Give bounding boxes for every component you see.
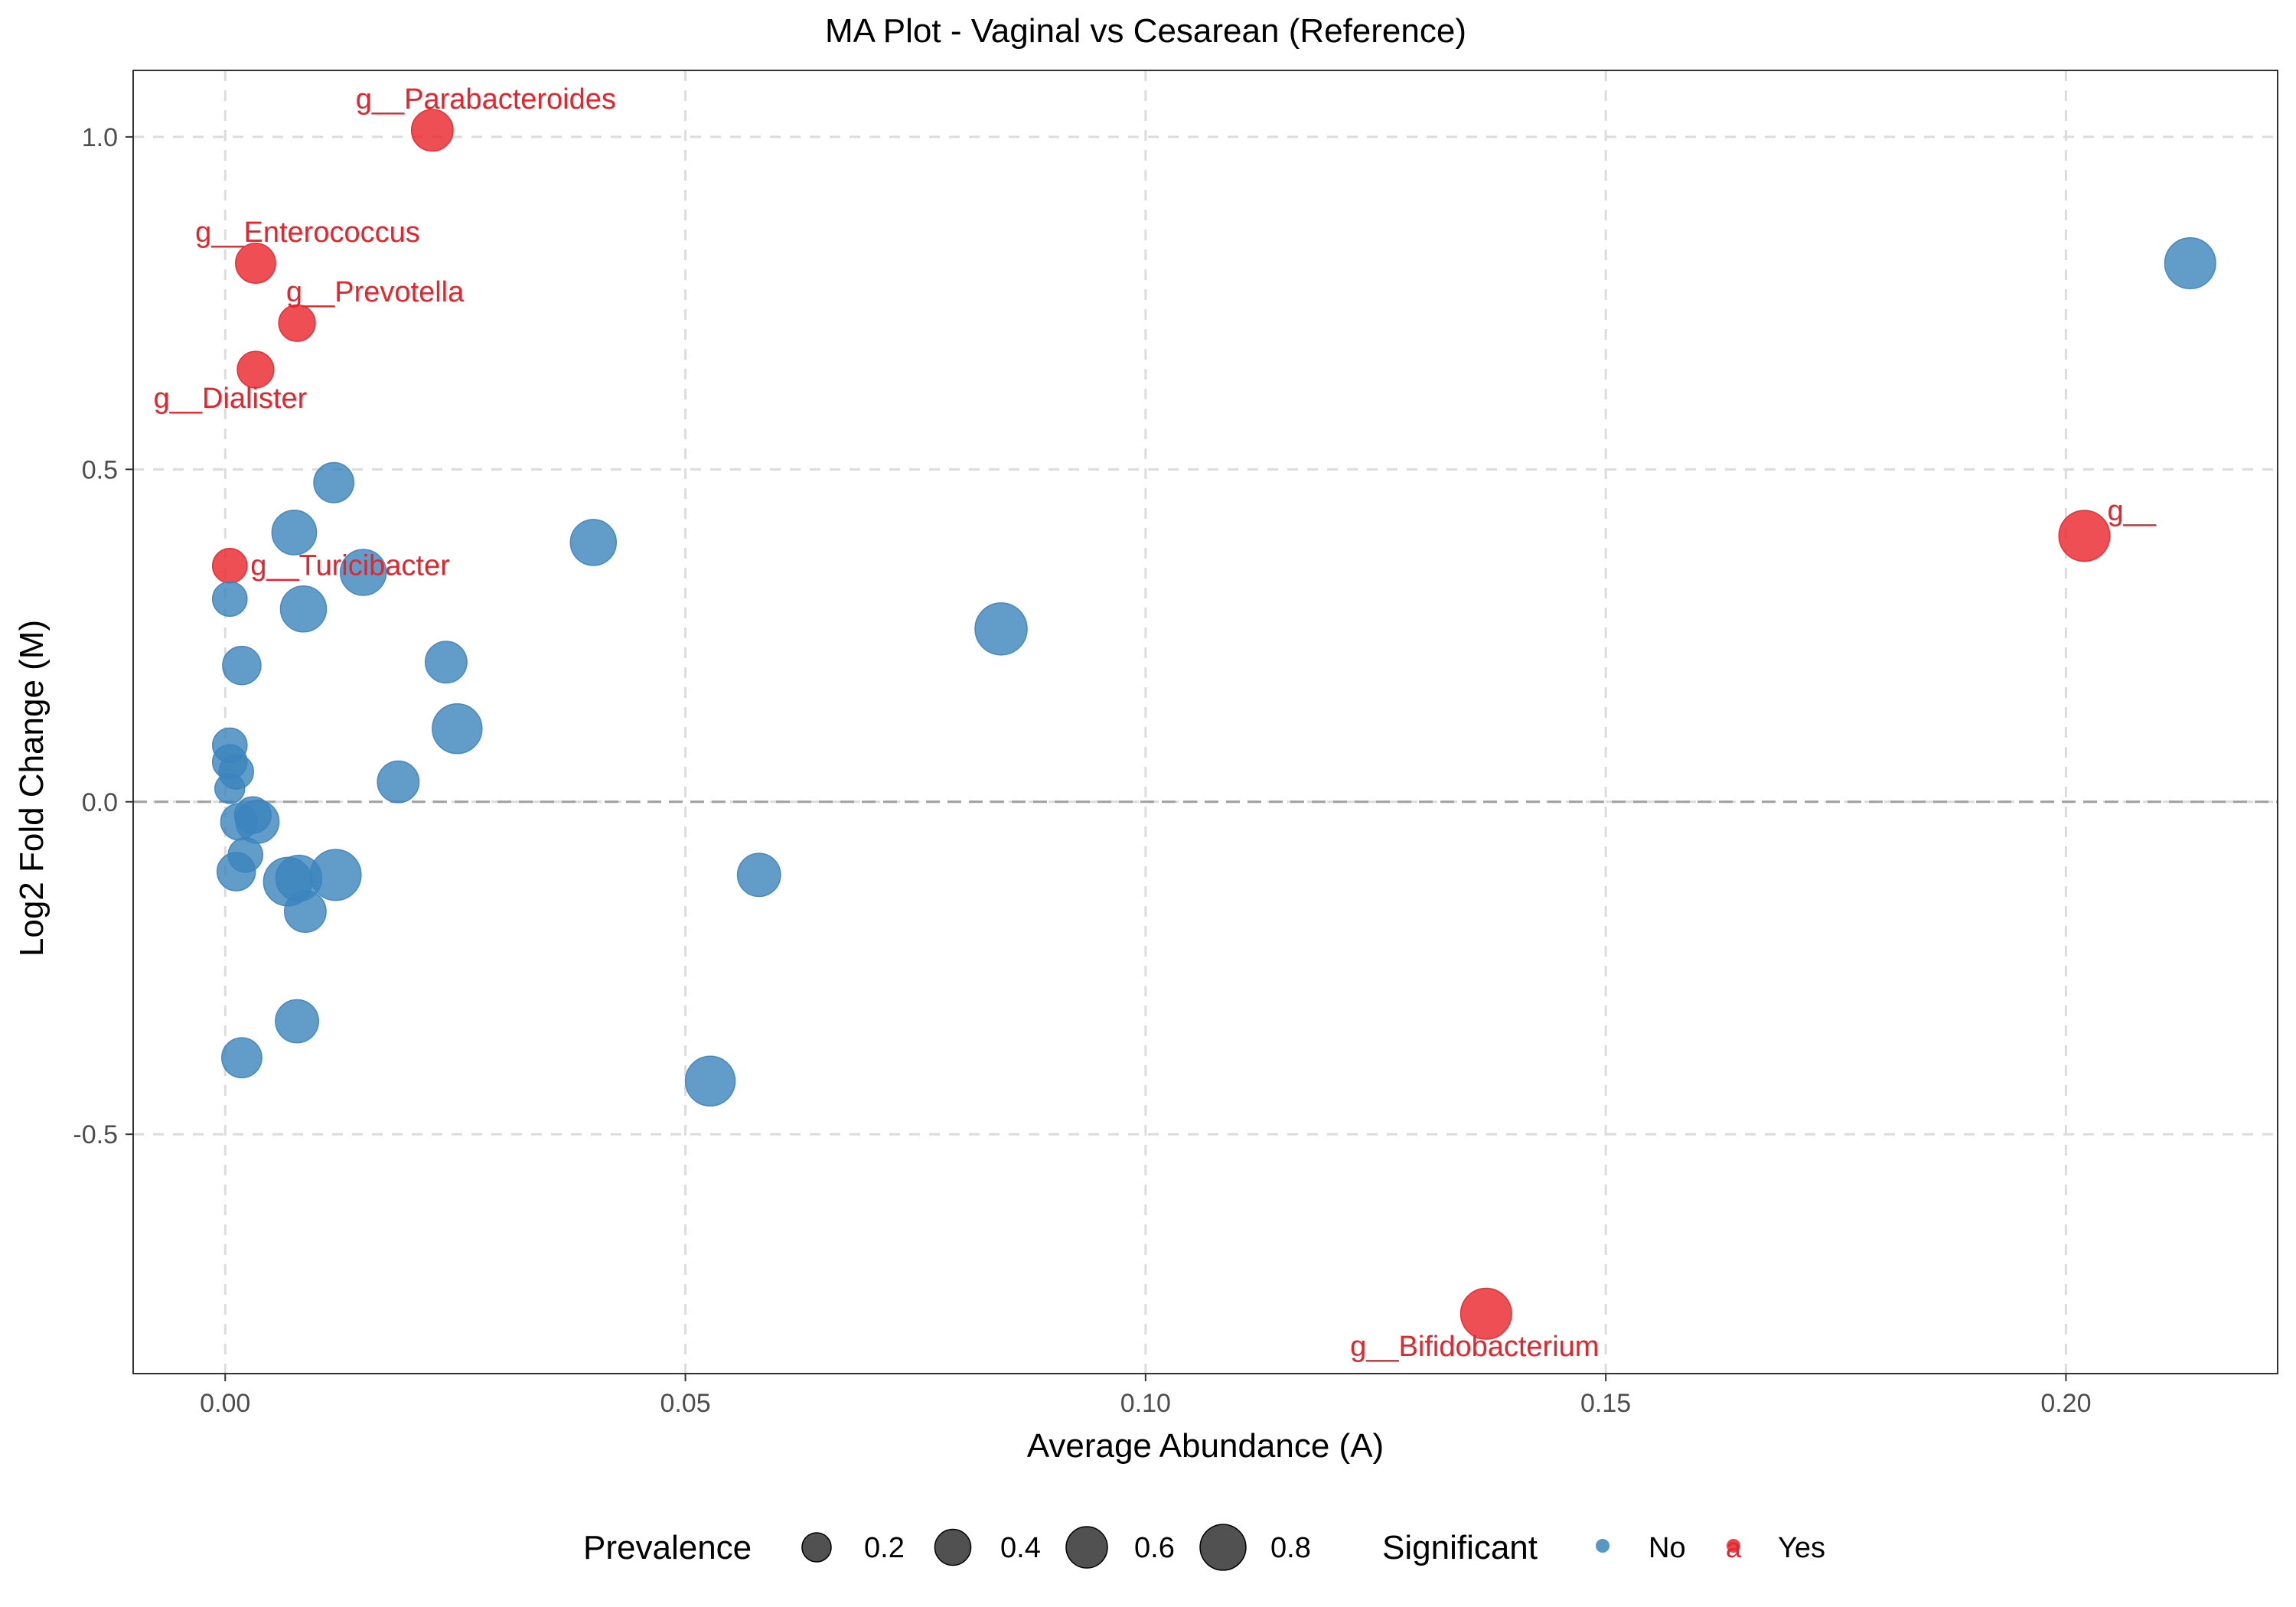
point-label: g__Turicibacter (250, 549, 450, 582)
data-points (211, 109, 2216, 1340)
point-label: g__ (2107, 495, 2156, 527)
y-tick-label: 0.5 (82, 455, 118, 484)
y-axis-label: Log2 Fold Change (M) (13, 620, 51, 957)
y-axis-ticks: -0.5 0.0 0.5 1.0 (73, 123, 133, 1149)
y-tick-label: 1.0 (82, 123, 118, 152)
legend-color-key-no (1596, 1539, 1609, 1553)
significant-point-1 (235, 243, 276, 284)
point-25 (235, 799, 280, 844)
y-tick-label: 0.0 (82, 788, 118, 817)
legend-size-key-2 (1065, 1526, 1108, 1569)
significant-point-2 (278, 304, 316, 342)
legend-yes-key-glyph: a (1726, 1532, 1742, 1563)
legend-color-label: No (1649, 1532, 1686, 1564)
legend-prevalence-entries: 0.2 0.4 0.6 0.8 (801, 1524, 1311, 1571)
legend-size-key-0 (801, 1532, 832, 1563)
significant-point-6 (1459, 1287, 1512, 1340)
x-tick-label: 0.05 (660, 1389, 710, 1418)
legend-significant-entries: No a Yes (1596, 1532, 1825, 1564)
legend: Prevalence 0.2 0.4 0.6 0.8 Significant No a Y… (583, 1524, 1825, 1571)
legend-prevalence-title: Prevalence (583, 1529, 752, 1566)
x-axis-ticks: 0.00 0.05 0.10 0.15 0.20 (200, 1374, 2092, 1418)
point-label: g__Prevotella (286, 276, 465, 308)
point-labels: g__Parabacteroides g__Enterococcus g__Prev… (154, 83, 2157, 1363)
legend-significant-title: Significant (1382, 1529, 1538, 1566)
x-tick-label: 0.10 (1120, 1389, 1171, 1418)
point-8 (313, 461, 355, 504)
significant-point-3 (236, 350, 275, 389)
point-7 (2164, 236, 2216, 289)
legend-color-key-yes (1727, 1539, 1740, 1553)
point-30 (309, 849, 362, 901)
point-label: g__Bifidobacterium (1350, 1331, 1599, 1363)
point-31 (283, 890, 327, 934)
legend-size-label: 0.4 (1000, 1532, 1041, 1564)
legend-size-label: 0.2 (864, 1532, 905, 1564)
point-label: g__Enterococcus (195, 217, 420, 249)
point-16 (424, 641, 468, 684)
legend-size-key-1 (934, 1528, 972, 1566)
legend-color-label: Yes (1778, 1532, 1825, 1564)
significant-point-4 (211, 548, 248, 584)
point-11 (339, 549, 387, 596)
point-22 (377, 760, 420, 804)
point-34 (221, 1037, 263, 1079)
point-label: g__Dialister (154, 383, 308, 415)
point-35 (684, 1055, 736, 1107)
y-tick-label: -0.5 (73, 1120, 118, 1149)
x-axis-label: Average Abundance (A) (1027, 1427, 1384, 1465)
point-15 (222, 645, 262, 686)
point-13 (279, 585, 328, 633)
plot-panel-border (132, 70, 2278, 1374)
x-tick-label: 0.15 (1580, 1389, 1631, 1418)
significant-point-0 (410, 109, 454, 152)
point-33 (275, 999, 319, 1044)
point-10 (569, 519, 618, 566)
legend-size-key-3 (1199, 1524, 1247, 1571)
point-9 (271, 510, 318, 556)
legend-size-label: 0.6 (1134, 1532, 1175, 1564)
point-32 (736, 852, 781, 898)
point-21 (214, 773, 246, 804)
legend-size-label: 0.8 (1270, 1532, 1311, 1564)
point-17 (432, 702, 483, 755)
x-tick-label: 0.20 (2040, 1389, 2091, 1418)
point-12 (211, 581, 248, 618)
chart-title: MA Plot - Vaginal vs Cesarean (Reference… (825, 12, 1466, 50)
x-tick-label: 0.00 (200, 1389, 250, 1418)
significant-point-5 (2058, 510, 2111, 562)
point-27 (216, 852, 256, 892)
point-14 (974, 602, 1028, 656)
point-label: g__Parabacteroides (356, 83, 616, 116)
